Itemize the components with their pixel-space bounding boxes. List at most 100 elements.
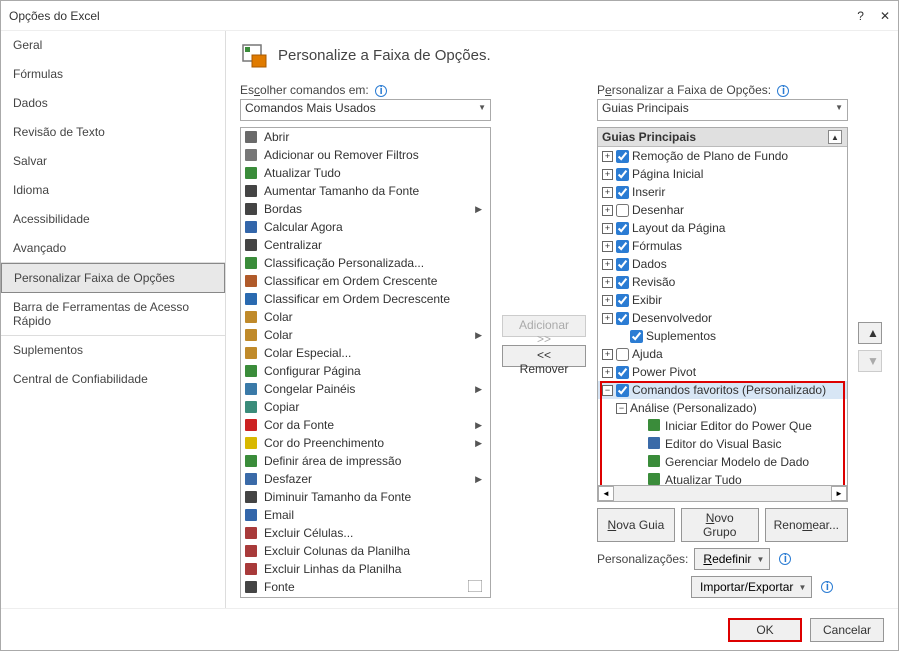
command-item[interactable]: Definir área de impressão: [241, 452, 490, 470]
tree-node[interactable]: +Exibir: [598, 291, 847, 309]
tree-checkbox[interactable]: [616, 348, 629, 361]
sidebar-item[interactable]: Salvar: [1, 147, 225, 176]
command-item[interactable]: Classificar em Ordem Decrescente: [241, 290, 490, 308]
tree-checkbox[interactable]: [616, 366, 629, 379]
tree-checkbox[interactable]: [630, 330, 643, 343]
close-icon[interactable]: ✕: [880, 9, 890, 23]
expand-icon[interactable]: −: [616, 403, 627, 414]
command-item[interactable]: Cor da Fonte▶: [241, 416, 490, 434]
tree-node[interactable]: +Dados: [598, 255, 847, 273]
expand-icon[interactable]: +: [602, 367, 613, 378]
expand-icon[interactable]: +: [602, 187, 613, 198]
tree-checkbox[interactable]: [616, 294, 629, 307]
command-item[interactable]: Atualizar Tudo: [241, 164, 490, 182]
command-item[interactable]: Diminuir Tamanho da Fonte: [241, 488, 490, 506]
tree-checkbox[interactable]: [616, 240, 629, 253]
move-down-button[interactable]: ▼: [858, 350, 882, 372]
expand-icon[interactable]: −: [602, 385, 613, 396]
expand-icon[interactable]: +: [602, 295, 613, 306]
tree-node[interactable]: +Inserir: [598, 183, 847, 201]
new-group-button[interactable]: Novo Grupo: [681, 508, 759, 542]
sidebar-item[interactable]: Idioma: [1, 176, 225, 205]
tree-checkbox[interactable]: [616, 312, 629, 325]
expand-icon[interactable]: +: [602, 241, 613, 252]
sidebar-item[interactable]: Revisão de Texto: [1, 118, 225, 147]
command-item[interactable]: Desfazer▶: [241, 470, 490, 488]
choose-commands-combo[interactable]: Comandos Mais Usados: [240, 99, 491, 121]
sidebar-item[interactable]: Central de Confiabilidade: [1, 365, 225, 394]
command-item[interactable]: Classificar em Ordem Crescente: [241, 272, 490, 290]
commands-listbox[interactable]: AbrirAdicionar ou Remover FiltrosAtualiz…: [240, 127, 491, 598]
sidebar-item[interactable]: Acessibilidade: [1, 205, 225, 234]
tree-checkbox[interactable]: [616, 384, 629, 397]
command-item[interactable]: Adicionar ou Remover Filtros: [241, 146, 490, 164]
expand-icon[interactable]: +: [602, 169, 613, 180]
move-up-button[interactable]: ▲: [858, 322, 882, 344]
tree-node[interactable]: Atualizar Tudo: [598, 471, 847, 485]
tree-node[interactable]: +Ajuda: [598, 345, 847, 363]
sidebar-item[interactable]: Geral: [1, 31, 225, 60]
command-item[interactable]: Excluir Linhas da Planilha: [241, 560, 490, 578]
expand-icon[interactable]: +: [602, 223, 613, 234]
sidebar-item[interactable]: Barra de Ferramentas de Acesso Rápido: [1, 293, 225, 336]
tree-node[interactable]: Suplementos: [598, 327, 847, 345]
info-icon[interactable]: i: [777, 85, 789, 97]
info-icon[interactable]: i: [779, 553, 791, 565]
command-item[interactable]: Formas▶: [241, 596, 490, 597]
help-icon[interactable]: ?: [857, 9, 864, 23]
import-export-button[interactable]: Importar/Exportar: [691, 576, 812, 598]
command-item[interactable]: Email: [241, 506, 490, 524]
tree-node[interactable]: Gerenciar Modelo de Dado: [598, 453, 847, 471]
command-item[interactable]: Colar▶: [241, 326, 490, 344]
command-item[interactable]: Excluir Células...: [241, 524, 490, 542]
tree-node[interactable]: −Comandos favoritos (Personalizado): [598, 381, 847, 399]
command-item[interactable]: Congelar Painéis▶: [241, 380, 490, 398]
command-item[interactable]: Abrir: [241, 128, 490, 146]
sidebar-item[interactable]: Dados: [1, 89, 225, 118]
expand-icon[interactable]: +: [602, 259, 613, 270]
command-item[interactable]: Classificação Personalizada...: [241, 254, 490, 272]
tree-node[interactable]: +Página Inicial: [598, 165, 847, 183]
command-item[interactable]: Excluir Colunas da Planilha: [241, 542, 490, 560]
add-button[interactable]: Adicionar >>: [502, 315, 586, 337]
tree-checkbox[interactable]: [616, 258, 629, 271]
tree-checkbox[interactable]: [616, 222, 629, 235]
cancel-button[interactable]: Cancelar: [810, 618, 884, 642]
tree-checkbox[interactable]: [616, 186, 629, 199]
tree-node[interactable]: +Desenhar: [598, 201, 847, 219]
command-item[interactable]: Colar: [241, 308, 490, 326]
command-item[interactable]: Aumentar Tamanho da Fonte: [241, 182, 490, 200]
command-item[interactable]: Copiar: [241, 398, 490, 416]
tree-node[interactable]: Iniciar Editor do Power Que: [598, 417, 847, 435]
sidebar-item[interactable]: Suplementos: [1, 336, 225, 365]
tree-node[interactable]: +Fórmulas: [598, 237, 847, 255]
tree-checkbox[interactable]: [616, 168, 629, 181]
ribbon-tree[interactable]: Guias Principais ▲ +Remoção de Plano de …: [597, 127, 848, 502]
command-item[interactable]: Bordas▶: [241, 200, 490, 218]
tree-node[interactable]: +Remoção de Plano de Fundo: [598, 147, 847, 165]
command-item[interactable]: Centralizar: [241, 236, 490, 254]
expand-icon[interactable]: +: [602, 313, 613, 324]
sidebar-item[interactable]: Personalizar Faixa de Opções: [1, 263, 225, 293]
tree-node[interactable]: +Desenvolvedor: [598, 309, 847, 327]
remove-button[interactable]: << Remover: [502, 345, 586, 367]
command-item[interactable]: Cor do Preenchimento▶: [241, 434, 490, 452]
expand-icon[interactable]: +: [602, 277, 613, 288]
tree-checkbox[interactable]: [616, 276, 629, 289]
tree-node[interactable]: +Layout da Página: [598, 219, 847, 237]
command-item[interactable]: Calcular Agora: [241, 218, 490, 236]
tree-node[interactable]: +Power Pivot: [598, 363, 847, 381]
command-item[interactable]: Fonte: [241, 578, 490, 596]
tree-node[interactable]: +Revisão: [598, 273, 847, 291]
tree-checkbox[interactable]: [616, 150, 629, 163]
expand-icon[interactable]: +: [602, 205, 613, 216]
horizontal-scrollbar[interactable]: ◄ ►: [598, 485, 847, 501]
sidebar-item[interactable]: Avançado: [1, 234, 225, 263]
ok-button[interactable]: OK: [728, 618, 802, 642]
command-item[interactable]: Configurar Página: [241, 362, 490, 380]
expand-icon[interactable]: +: [602, 151, 613, 162]
new-tab-button[interactable]: Nova Guia: [597, 508, 675, 542]
info-icon[interactable]: i: [821, 581, 833, 593]
info-icon[interactable]: i: [375, 85, 387, 97]
scroll-up-icon[interactable]: ▲: [828, 130, 842, 144]
